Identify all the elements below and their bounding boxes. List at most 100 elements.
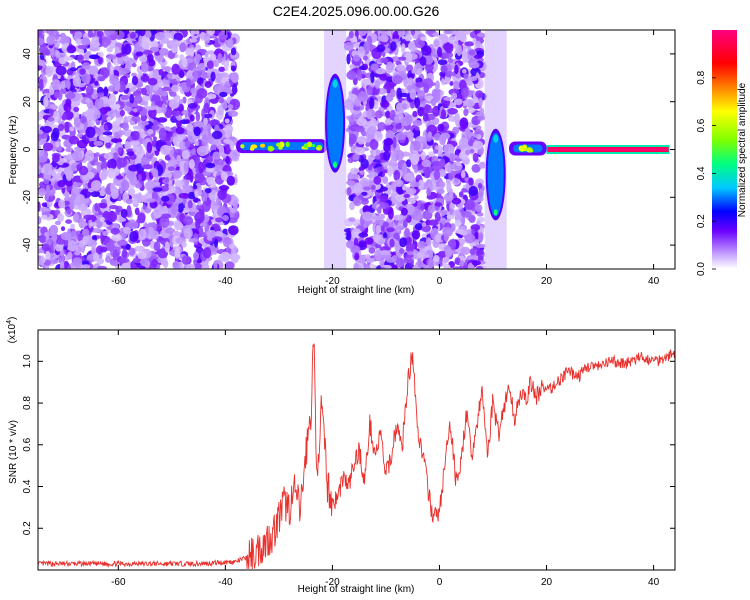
heatmap-blob	[399, 248, 405, 255]
heatmap-blob	[153, 241, 161, 252]
heatmap-blob	[394, 149, 405, 161]
heatmap-blob	[452, 266, 463, 269]
heatmap-blob	[185, 263, 196, 269]
heatmap-blob	[179, 141, 187, 150]
heatmap-blob	[96, 30, 104, 38]
heatmap-blob	[184, 140, 191, 148]
heatmap-blob	[215, 217, 223, 223]
heatmap-blob	[172, 202, 178, 214]
heatmap-blob	[55, 65, 67, 76]
heatmap-blob	[93, 140, 104, 147]
heatmap-blob	[396, 186, 404, 195]
heatmap-blob	[405, 64, 414, 73]
heatmap-blob	[443, 30, 454, 35]
heatmap-blob	[217, 104, 224, 116]
heatmap-blob	[454, 219, 462, 227]
heatmap-blob	[80, 115, 87, 124]
heatmap-blob	[168, 179, 173, 191]
snr-panel: -60 -40 -20 0 20 40 0.2 0.4 0.6 0.8 1.0 (x104) He…	[6, 317, 676, 595]
heatmap-blob	[126, 151, 135, 156]
heatmap-blob	[176, 155, 181, 162]
heatmap-blob	[77, 54, 84, 63]
heatmap-blob	[134, 94, 143, 104]
heatmap-blob	[118, 157, 128, 168]
heatmap-blob	[409, 142, 415, 154]
heatmap-blob	[392, 136, 397, 149]
heatmap-blob	[224, 118, 230, 124]
heatmap-blob	[468, 177, 474, 186]
heatmap-blob	[380, 225, 385, 232]
heatmap-blob	[132, 146, 141, 153]
heatmap-blob	[406, 130, 414, 139]
heatmap-blob	[416, 252, 425, 259]
heatmap-blob	[87, 30, 93, 38]
heatmap-blob	[72, 213, 80, 223]
heatmap-blob	[154, 32, 165, 41]
heatmap-blob	[196, 145, 208, 157]
colorbar-gradient	[712, 30, 737, 269]
heatmap-blob	[465, 149, 471, 155]
heatmap-blob	[219, 251, 231, 262]
heatmap-blob	[226, 175, 235, 186]
heatmap-blob	[74, 204, 79, 210]
heatmap-blob	[119, 109, 125, 117]
heatmap-blob	[185, 123, 194, 136]
heatmap-blob	[212, 130, 223, 140]
heatmap-blob	[168, 98, 180, 109]
heatmap-blob	[106, 116, 112, 122]
heatmap-blob	[522, 145, 528, 149]
heatmap-blob	[473, 54, 483, 59]
heatmap-blob	[41, 202, 48, 207]
heatmap-blob	[160, 91, 169, 97]
heatmap-blob	[147, 53, 154, 63]
heatmap-blob	[102, 230, 109, 236]
heatmap-blob	[134, 245, 145, 252]
heatmap-blob	[151, 124, 160, 131]
heatmap-blob	[224, 81, 231, 92]
heatmap-blob	[166, 131, 173, 138]
heatmap-blob	[374, 131, 383, 142]
heatmap-blob	[346, 180, 356, 185]
heatmap-blob	[94, 161, 102, 166]
spectrogram-panel: -60 -40 -20 0 20 40 -40 -20 0 20 40 Height of str…	[8, 29, 676, 296]
heatmap-blob	[395, 123, 402, 130]
heatmap-blob	[99, 216, 105, 223]
heatmap-blob	[84, 108, 96, 121]
heatmap-blob	[355, 126, 365, 133]
y-tick-label: 20	[22, 96, 33, 108]
heatmap-blob	[413, 164, 418, 174]
heatmap-blob	[59, 260, 65, 269]
heatmap-blob	[428, 151, 435, 158]
heatmap-blob	[394, 240, 401, 252]
heatmap-blob	[468, 185, 478, 197]
heatmap-blob	[87, 162, 92, 169]
heatmap-blob	[203, 102, 210, 114]
heatmap-blob	[206, 176, 216, 185]
heatmap-blob	[85, 150, 95, 162]
heatmap-blob	[218, 66, 227, 72]
heatmap-blob	[433, 132, 441, 141]
heatmap-blob	[303, 143, 308, 149]
heatmap-blob	[139, 30, 146, 37]
heatmap-blob	[103, 123, 109, 131]
heatmap-blob	[350, 93, 355, 100]
heatmap-blob	[115, 42, 122, 48]
heatmap-blob	[128, 159, 135, 165]
heatmap-blob	[187, 132, 198, 143]
heatmap-blob	[369, 138, 379, 150]
x-tick-label: -40	[218, 577, 233, 588]
heatmap-blob	[477, 255, 484, 262]
heatmap-blob	[212, 151, 221, 160]
heatmap-blob	[151, 258, 158, 268]
snr-y-ticks: 0.2 0.4 0.6 0.8 1.0	[22, 354, 675, 535]
heatmap-blob	[162, 86, 171, 92]
heatmap-blob	[73, 117, 81, 128]
heatmap-blob	[224, 124, 234, 135]
heatmap-blob	[233, 199, 238, 212]
colorbar-tick-label: 0.6	[696, 118, 707, 132]
heatmap-blob	[83, 214, 94, 220]
heatmap-blob	[181, 57, 188, 68]
heatmap-blob	[129, 31, 136, 39]
heatmap-blob	[420, 151, 426, 161]
heatmap-blob	[423, 82, 430, 94]
